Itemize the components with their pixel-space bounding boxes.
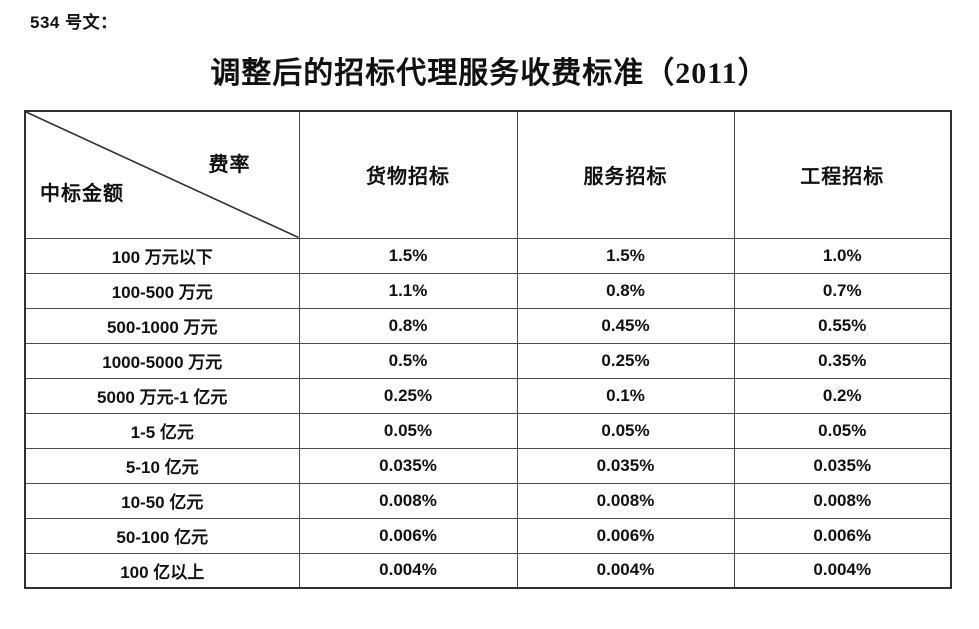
fee-cell: 0.2% xyxy=(733,377,952,414)
fee-cell: 0.008% xyxy=(298,482,518,519)
table-header-row: 费率 中标金额 货物招标 服务招标 工程招标 xyxy=(24,110,952,239)
column-header-goods: 货物招标 xyxy=(298,110,518,239)
table-row: 1000-5000 万元 0.5% 0.25% 0.35% xyxy=(24,342,952,379)
fee-cell: 0.006% xyxy=(733,517,952,554)
table-row: 50-100 亿元 0.006% 0.006% 0.006% xyxy=(24,517,952,554)
fee-cell: 0.1% xyxy=(516,377,735,414)
fee-cell: 0.05% xyxy=(298,412,518,449)
column-header-service: 服务招标 xyxy=(516,110,735,239)
table-row: 100 万元以下 1.5% 1.5% 1.0% xyxy=(24,237,952,274)
row-label-cell: 5000 万元-1 亿元 xyxy=(24,377,300,414)
row-label-cell: 100 亿以上 xyxy=(24,552,300,589)
fee-cell: 0.004% xyxy=(733,552,952,589)
table-row: 500-1000 万元 0.8% 0.45% 0.55% xyxy=(24,307,952,344)
fee-table: 费率 中标金额 货物招标 服务招标 工程招标 100 万元以下 1.5% 1.5… xyxy=(24,110,952,589)
fee-cell: 1.5% xyxy=(298,237,518,274)
fee-cell: 0.05% xyxy=(516,412,735,449)
fee-cell: 0.45% xyxy=(516,307,735,344)
fee-cell: 0.035% xyxy=(298,447,518,484)
fee-cell: 1.5% xyxy=(516,237,735,274)
table-row: 100-500 万元 1.1% 0.8% 0.7% xyxy=(24,272,952,309)
fee-cell: 0.004% xyxy=(516,552,735,589)
fee-cell: 1.1% xyxy=(298,272,518,309)
row-label-cell: 100-500 万元 xyxy=(24,272,300,309)
fee-cell: 0.25% xyxy=(516,342,735,379)
row-label-cell: 10-50 亿元 xyxy=(24,482,300,519)
corner-label-amount: 中标金额 xyxy=(40,182,124,205)
fee-cell: 0.035% xyxy=(516,447,735,484)
table-corner-cell: 费率 中标金额 xyxy=(24,110,300,239)
fee-cell: 0.55% xyxy=(733,307,952,344)
row-label-cell: 50-100 亿元 xyxy=(24,517,300,554)
row-label-cell: 100 万元以下 xyxy=(24,237,300,274)
row-label-cell: 500-1000 万元 xyxy=(24,307,300,344)
page-title: 调整后的招标代理服务收费标准（2011） xyxy=(210,57,769,90)
fee-cell: 0.006% xyxy=(298,517,518,554)
table-row: 5-10 亿元 0.035% 0.035% 0.035% xyxy=(24,447,952,484)
table-row: 10-50 亿元 0.008% 0.008% 0.008% xyxy=(24,482,952,519)
column-header-engineering: 工程招标 xyxy=(733,110,952,239)
table-row: 5000 万元-1 亿元 0.25% 0.1% 0.2% xyxy=(24,377,952,414)
table-row: 100 亿以上 0.004% 0.004% 0.004% xyxy=(24,552,952,589)
fee-cell: 0.8% xyxy=(516,272,735,309)
table-row: 1-5 亿元 0.05% 0.05% 0.05% xyxy=(24,412,952,449)
doc-number-label: 534 号文： xyxy=(30,13,118,32)
fee-cell: 0.004% xyxy=(298,552,518,589)
fee-cell: 1.0% xyxy=(733,237,952,274)
fee-cell: 0.05% xyxy=(733,412,952,449)
fee-cell: 0.008% xyxy=(516,482,735,519)
fee-cell: 0.035% xyxy=(733,447,952,484)
diagonal-line xyxy=(26,112,299,238)
fee-cell: 0.006% xyxy=(516,517,735,554)
fee-cell: 0.7% xyxy=(733,272,952,309)
row-label-cell: 1000-5000 万元 xyxy=(24,342,300,379)
row-label-cell: 5-10 亿元 xyxy=(24,447,300,484)
fee-cell: 0.35% xyxy=(733,342,952,379)
fee-cell: 0.8% xyxy=(298,307,518,344)
fee-cell: 0.5% xyxy=(298,342,518,379)
corner-label-rate: 费率 xyxy=(208,154,251,176)
fee-cell: 0.008% xyxy=(733,482,952,519)
row-label-cell: 1-5 亿元 xyxy=(24,412,300,449)
fee-cell: 0.25% xyxy=(298,377,518,414)
